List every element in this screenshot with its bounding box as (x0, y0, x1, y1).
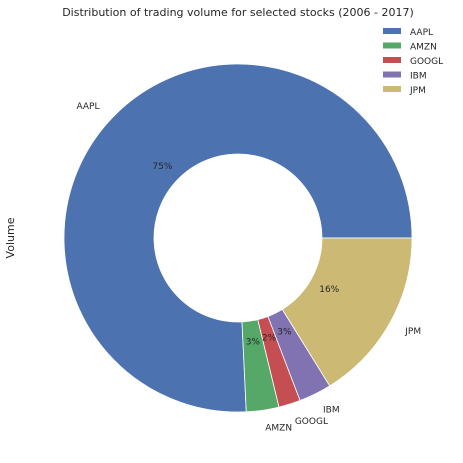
pct-label-ibm: 3% (277, 328, 292, 338)
legend-swatch-googl (383, 57, 401, 63)
slice-label-aapl: AAPL (76, 102, 99, 112)
legend-swatch-jpm (383, 86, 401, 92)
chart-title: Distribution of trading volume for selec… (62, 6, 414, 19)
labels-group: 75% AAPL 3% AMZN 2% GOOGL 3% IBM 16% JPM (76, 102, 421, 434)
pct-label-jpm: 16% (319, 285, 339, 295)
legend-label-jpm: JPM (409, 86, 426, 96)
slice-label-googl: GOOGL (295, 417, 328, 427)
legend-swatch-aapl (383, 28, 401, 34)
slice-jpm (281, 237, 413, 387)
slices-group (63, 63, 413, 413)
pct-label-aapl: 75% (152, 162, 172, 172)
legend-swatch-amzn (383, 42, 401, 49)
slice-label-ibm: IBM (323, 405, 340, 415)
legend-label-ibm: IBM (410, 72, 427, 82)
legend-label-aapl: AAPL (410, 28, 433, 38)
legend-label-googl: GOOGL (410, 57, 443, 67)
slice-label-amzn: AMZN (265, 423, 292, 433)
y-axis-label: Volume (4, 217, 17, 258)
legend-swatch-ibm (383, 71, 401, 78)
pct-label-amzn: 3% (246, 337, 261, 347)
legend: AAPL AMZN GOOGL IBM JPM (383, 28, 443, 96)
slice-label-jpm: JPM (404, 327, 421, 337)
slice-aapl (63, 63, 413, 413)
pct-label-googl: 2% (262, 334, 277, 344)
legend-label-amzn: AMZN (410, 43, 437, 53)
